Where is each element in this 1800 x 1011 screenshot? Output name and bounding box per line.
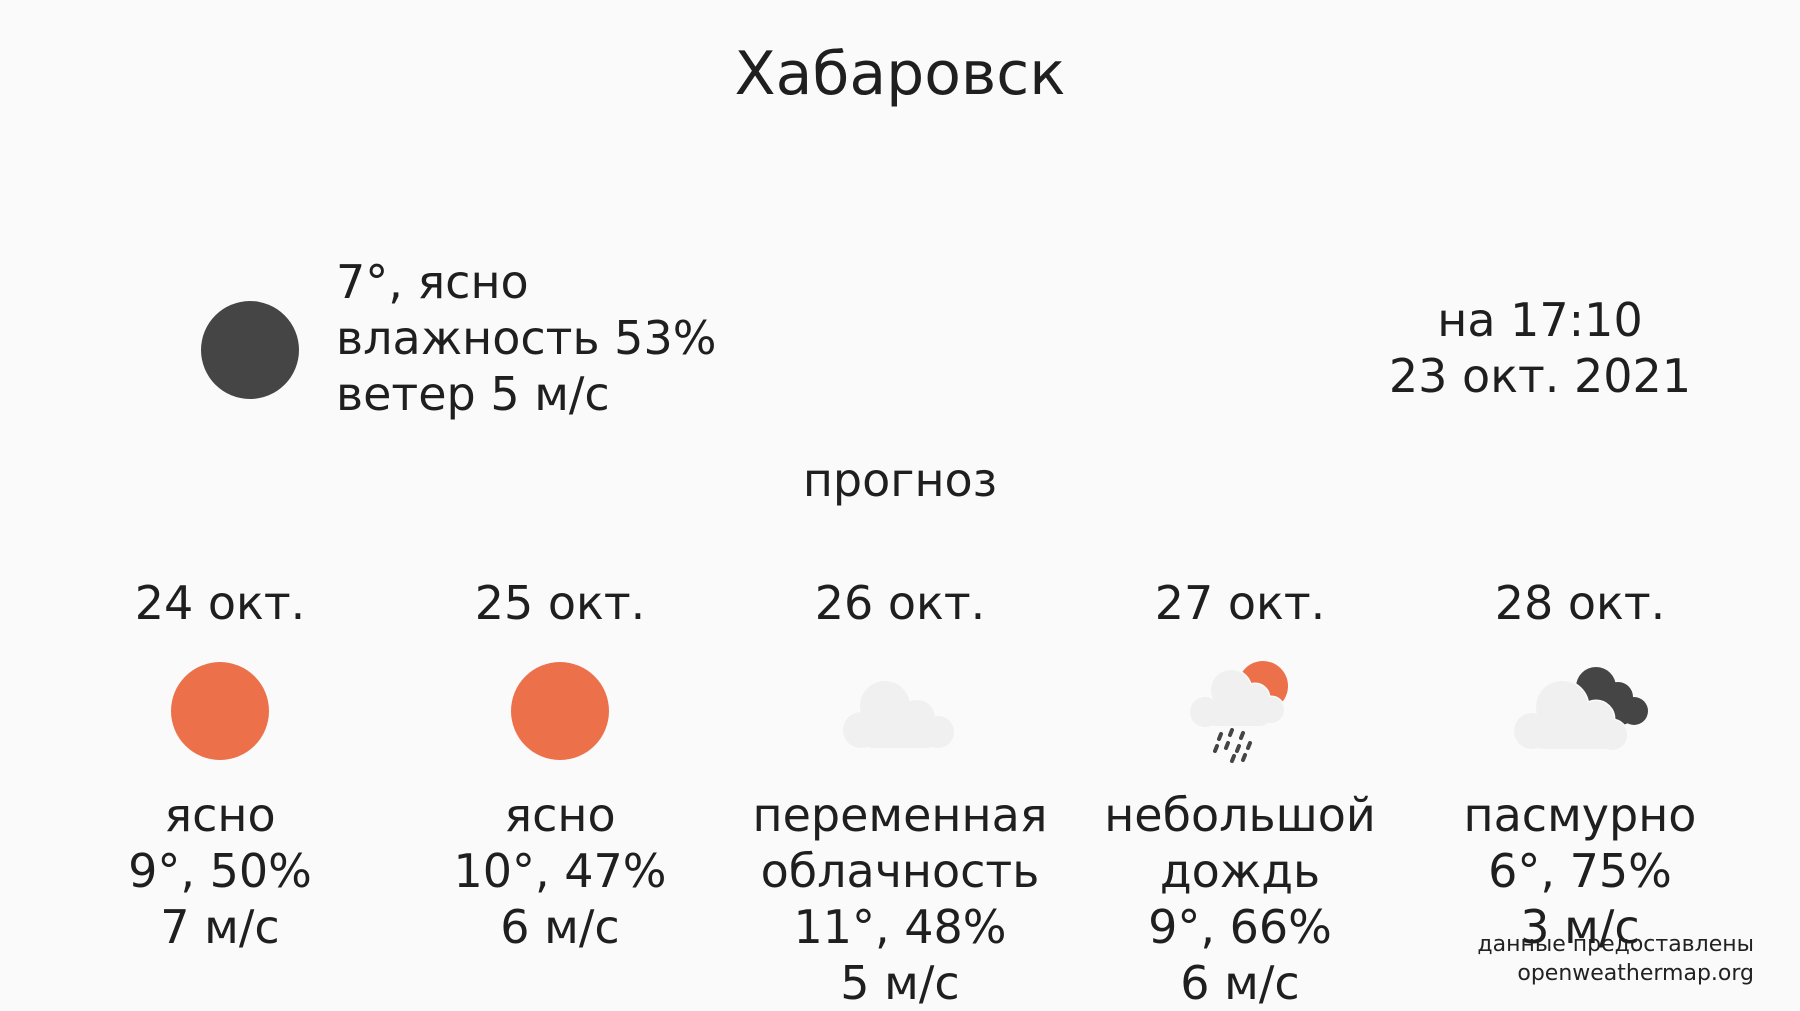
forecast-wind: 7 м/с bbox=[160, 900, 280, 954]
data-credit: данные предоставлены openweathermap.org bbox=[1477, 930, 1754, 988]
forecast-desc-line: переменная bbox=[752, 788, 1048, 842]
forecast-desc: переменная облачность bbox=[740, 787, 1060, 899]
forecast-temp-humidity: 10°, 47% bbox=[453, 844, 667, 898]
forecast-desc-line: облачность bbox=[760, 844, 1040, 898]
forecast-wind: 6 м/с bbox=[1180, 956, 1300, 1010]
current-humidity: влажность 53% bbox=[336, 311, 717, 365]
credit-link[interactable]: openweathermap.org bbox=[1517, 961, 1754, 986]
forecast-date: 26 окт. bbox=[814, 576, 986, 630]
forecast-day: 26 окт. переменная облачность 11°, 48% 5… bbox=[740, 575, 1060, 1011]
forecast-day: 28 окт. п bbox=[1420, 575, 1740, 955]
forecast-desc: ясно bbox=[400, 787, 720, 843]
current-wind: ветер 5 м/с bbox=[336, 367, 610, 421]
forecast-desc-line: пасмурно bbox=[1463, 788, 1697, 842]
sun-icon bbox=[60, 653, 380, 769]
forecast-desc-line: небольшой bbox=[1104, 788, 1376, 842]
forecast-day: 24 окт. ясно 9°, 50% 7 м/с bbox=[60, 575, 380, 955]
forecast-wind: 5 м/с bbox=[840, 956, 960, 1010]
forecast-temp-humidity: 6°, 75% bbox=[1488, 844, 1672, 898]
forecast-desc: ясно bbox=[60, 787, 380, 843]
credit-line: данные предоставлены bbox=[1477, 932, 1754, 957]
updated-date-label: 23 окт. 2021 bbox=[1388, 349, 1692, 403]
forecast-day: 25 окт. ясно 10°, 47% 6 м/с bbox=[400, 575, 720, 955]
forecast-temp-humidity: 9°, 50% bbox=[128, 844, 312, 898]
forecast-temp-humidity: 11°, 48% bbox=[793, 900, 1007, 954]
forecast-wind: 6 м/с bbox=[500, 900, 620, 954]
city-title: Хабаровск bbox=[734, 39, 1066, 109]
overcast-clouds-icon bbox=[1420, 653, 1740, 769]
cloud-icon bbox=[740, 653, 1060, 769]
forecast-wind: 3 м/с bbox=[1520, 900, 1640, 954]
moon-icon bbox=[198, 298, 302, 402]
forecast-date: 28 окт. bbox=[1494, 576, 1666, 630]
current-weather: 7°, ясно влажность 53% ветер 5 м/с bbox=[336, 254, 716, 422]
sun-icon bbox=[400, 653, 720, 769]
forecast-desc-line: дождь bbox=[1159, 844, 1321, 898]
updated-time-label: на 17:10 bbox=[1437, 293, 1643, 347]
forecast-desc-line: ясно bbox=[504, 788, 616, 842]
current-temp-desc: 7°, ясно bbox=[336, 255, 529, 309]
updated-time: на 17:10 23 окт. 2021 bbox=[1340, 292, 1740, 404]
forecast-day: 27 окт. bbox=[1080, 575, 1400, 1011]
forecast-desc-line: ясно bbox=[164, 788, 276, 842]
forecast-date: 24 окт. bbox=[134, 576, 306, 630]
forecast-date: 25 окт. bbox=[474, 576, 646, 630]
forecast-temp-humidity: 9°, 66% bbox=[1148, 900, 1332, 954]
forecast-title: прогноз bbox=[802, 453, 998, 507]
rain-sun-cloud-icon bbox=[1080, 653, 1400, 769]
forecast-desc: небольшой дождь bbox=[1080, 787, 1400, 899]
forecast-date: 27 окт. bbox=[1154, 576, 1326, 630]
forecast-desc: пасмурно bbox=[1420, 787, 1740, 843]
